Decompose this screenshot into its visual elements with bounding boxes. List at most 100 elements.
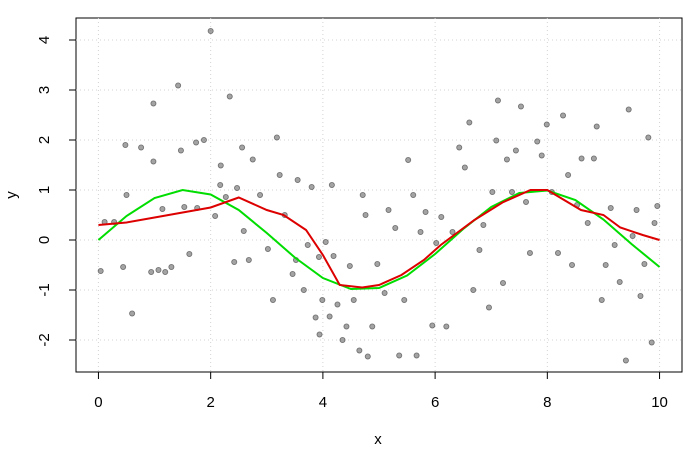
point — [175, 82, 182, 89]
point — [273, 134, 280, 141]
point — [162, 268, 169, 275]
point — [234, 184, 241, 191]
point — [359, 191, 366, 198]
point — [629, 232, 636, 239]
point — [534, 138, 541, 145]
point — [385, 206, 392, 213]
point — [374, 260, 381, 267]
point — [500, 279, 507, 286]
x-tick-label: 0 — [94, 394, 102, 411]
point — [565, 171, 572, 178]
point — [200, 136, 207, 143]
point — [123, 191, 130, 198]
point — [470, 286, 477, 293]
point — [240, 227, 247, 234]
point — [362, 211, 369, 218]
point — [645, 134, 652, 141]
point — [148, 268, 155, 275]
point — [150, 100, 157, 107]
point — [193, 139, 200, 146]
point — [138, 144, 145, 151]
y-tick-label: 2 — [36, 136, 53, 144]
point — [181, 203, 188, 210]
point — [593, 123, 600, 130]
point — [493, 137, 500, 144]
point — [512, 147, 519, 154]
x-tick-label: 8 — [543, 394, 551, 411]
point — [226, 93, 233, 100]
point — [538, 152, 545, 159]
point — [438, 213, 445, 220]
point — [405, 156, 412, 163]
point — [330, 252, 337, 259]
point — [456, 144, 463, 151]
point — [611, 241, 618, 248]
point — [217, 162, 224, 169]
point — [304, 241, 311, 248]
point — [186, 250, 193, 257]
point — [346, 262, 353, 269]
point — [364, 353, 371, 360]
point — [584, 219, 591, 226]
point — [322, 238, 329, 245]
point — [526, 249, 533, 256]
y-axis-label: y — [3, 191, 20, 199]
point — [396, 352, 403, 359]
point — [433, 239, 440, 246]
y-tick-label: -2 — [36, 333, 53, 346]
point — [503, 156, 510, 163]
point — [429, 322, 436, 329]
point — [633, 206, 640, 213]
y-tick-label: 4 — [36, 36, 53, 44]
point — [560, 112, 567, 119]
point — [641, 260, 648, 267]
y-tick-label: 1 — [36, 186, 53, 194]
point — [654, 202, 661, 209]
y-tick-label: 3 — [36, 86, 53, 94]
point — [598, 296, 605, 303]
point — [578, 155, 585, 162]
x-tick-label: 4 — [319, 394, 327, 411]
point — [461, 164, 468, 171]
x-axis-label: x — [374, 431, 382, 448]
point — [443, 323, 450, 330]
point — [120, 263, 127, 270]
x-tick-label: 2 — [206, 394, 214, 411]
point — [289, 270, 296, 277]
point — [401, 296, 408, 303]
point — [122, 141, 129, 148]
point — [231, 258, 238, 265]
point — [637, 292, 644, 299]
point — [356, 347, 363, 354]
point — [276, 171, 283, 178]
point — [319, 296, 326, 303]
point — [334, 301, 341, 308]
point — [222, 193, 229, 200]
point — [381, 289, 388, 296]
point — [150, 158, 157, 165]
point — [97, 267, 104, 274]
x-tick-label: 6 — [431, 394, 439, 411]
point — [308, 183, 315, 190]
y-tick-label: 0 — [36, 236, 53, 244]
point — [480, 221, 487, 228]
point — [616, 278, 623, 285]
line — [98, 189, 660, 289]
y-tick-label: -1 — [36, 283, 53, 296]
point — [622, 357, 629, 364]
point — [602, 261, 609, 268]
x-tick-label: 10 — [651, 394, 668, 411]
point — [315, 253, 322, 260]
point — [350, 296, 357, 303]
point — [517, 103, 524, 110]
point — [422, 208, 429, 215]
plot-frame — [75, 17, 683, 373]
point — [312, 314, 319, 321]
point — [651, 219, 658, 226]
point — [257, 191, 264, 198]
point — [392, 224, 399, 231]
point — [316, 331, 323, 338]
point — [466, 119, 473, 126]
point — [410, 191, 417, 198]
